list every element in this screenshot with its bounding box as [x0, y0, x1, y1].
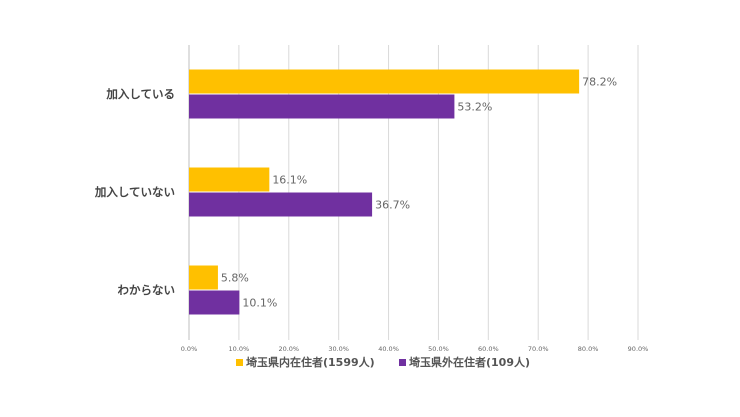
x-tick-label: 20.0%: [278, 345, 299, 353]
gridlines: [188, 45, 639, 340]
bar-outside-saitama: [189, 94, 455, 119]
data-labels: 78.2% 53.2% 16.1% 36.7% 5.8% 10.1%: [221, 76, 617, 310]
bar-value-label: 16.1%: [272, 174, 307, 187]
x-tick-label: 80.0%: [578, 345, 599, 353]
legend-swatch: [236, 359, 243, 366]
bar-saitama-resident: [189, 167, 270, 192]
x-tick-label: 50.0%: [428, 345, 449, 353]
legend: 埼玉県内在住者(1599人) 埼玉県外在住者(109人): [236, 355, 530, 369]
bar-value-label: 53.2%: [457, 101, 492, 114]
category-label: 加入していない: [94, 185, 175, 199]
category-label: わからない: [118, 283, 176, 297]
x-tick-label: 10.0%: [229, 345, 250, 353]
legend-swatch: [399, 359, 406, 366]
bar-saitama-resident: [189, 69, 580, 94]
bar-value-label: 5.8%: [221, 272, 249, 285]
x-tick-label: 0.0%: [181, 345, 198, 353]
legend-label: 埼玉県内在住者(1599人): [246, 355, 375, 369]
bar-outside-saitama: [189, 192, 373, 217]
x-tick-label: 30.0%: [328, 345, 349, 353]
bar-outside-saitama: [189, 290, 240, 315]
x-axis-ticks: 0.0% 10.0% 20.0% 30.0% 40.0% 50.0% 60.0% 70.0% 8…: [181, 345, 649, 353]
legend-item-saitama-resident: 埼玉県内在住者(1599人): [236, 355, 375, 369]
x-tick-label: 40.0%: [378, 345, 399, 353]
legend-label: 埼玉県外在住者(109人): [409, 355, 530, 369]
category-label: 加入している: [105, 87, 175, 101]
x-tick-label: 60.0%: [478, 345, 499, 353]
bar-value-label: 36.7%: [375, 199, 410, 212]
x-tick-label: 70.0%: [528, 345, 549, 353]
bar-value-label: 78.2%: [582, 76, 617, 89]
bars: [189, 69, 580, 315]
bar-saitama-resident: [189, 265, 218, 290]
x-tick-label: 90.0%: [628, 345, 649, 353]
bar-value-label: 10.1%: [242, 297, 277, 310]
legend-item-outside-saitama: 埼玉県外在住者(109人): [399, 355, 530, 369]
